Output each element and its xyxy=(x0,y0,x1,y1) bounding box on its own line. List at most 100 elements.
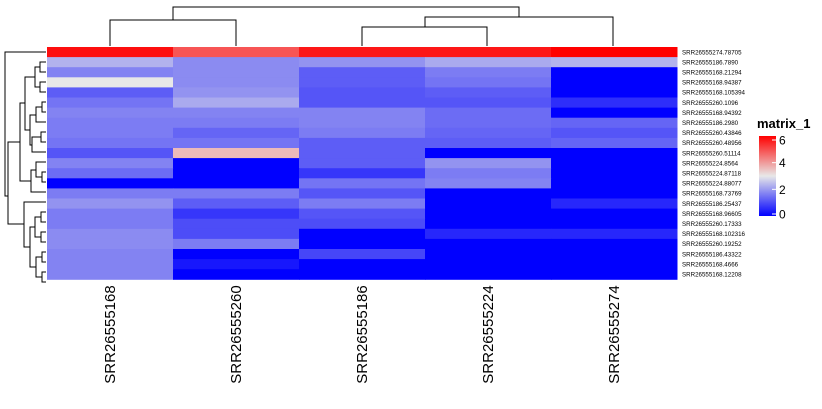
row-dendrogram-branch xyxy=(41,171,46,183)
heatmap-cell xyxy=(425,107,552,119)
row-label: SRR26555260.43846 xyxy=(682,130,742,137)
heatmap-cell xyxy=(551,238,678,250)
row-dendrogram-branch xyxy=(41,101,46,113)
heatmap-cell xyxy=(173,127,300,139)
row-label: SRR26555186.2980 xyxy=(682,120,739,127)
heatmap-cell xyxy=(551,218,678,230)
heatmap-cell xyxy=(551,47,678,58)
row-dendrogram-branch xyxy=(39,81,46,93)
heatmap-cell xyxy=(173,47,300,58)
heatmap-cell xyxy=(47,228,174,240)
heatmap-cell xyxy=(47,117,174,129)
heatmap-cell xyxy=(551,117,678,129)
heatmap-cell xyxy=(173,269,300,280)
heatmap-cell xyxy=(173,249,300,260)
row-label: SRR26555260.19252 xyxy=(682,241,742,248)
heatmap-cell xyxy=(47,198,174,210)
heatmap-cell xyxy=(551,97,678,109)
row-dendrogram-branch xyxy=(35,256,42,278)
row-label: SRR26555168.94392 xyxy=(682,110,742,117)
row-label: SRR26555186.43322 xyxy=(682,251,742,258)
heatmap-cell xyxy=(173,57,300,68)
heatmap-cell xyxy=(47,77,174,88)
heatmap-cell xyxy=(47,249,174,260)
row-dendrogram-branch xyxy=(39,61,46,73)
row-dendrogram-branch xyxy=(40,131,46,143)
heatmap-cell xyxy=(551,67,678,78)
heatmap-cell xyxy=(173,67,300,78)
heatmap-cell xyxy=(47,47,174,58)
heatmap-cell xyxy=(425,208,552,220)
column-dendrogram-branch xyxy=(361,26,488,46)
heatmap-cell xyxy=(299,77,426,88)
row-dendrogram-branch xyxy=(4,51,46,197)
column-label: SRR26555224 xyxy=(480,285,497,383)
row-label: SRR26555168.4666 xyxy=(682,261,739,268)
row-label: SRR26555260.51114 xyxy=(682,150,741,157)
heatmap-cell xyxy=(173,107,300,119)
heatmap-cell xyxy=(299,249,426,260)
heatmap-cell xyxy=(425,137,552,149)
heatmap-cell xyxy=(425,158,552,169)
column-dendrogram xyxy=(109,6,614,46)
heatmap-cell xyxy=(299,127,426,139)
row-dendrogram-branch xyxy=(7,141,24,225)
row-label: SRR26555260.1096 xyxy=(682,100,739,107)
heatmap-cell xyxy=(47,178,174,189)
heatmap-cell xyxy=(173,77,300,88)
heatmap-cell xyxy=(173,218,300,230)
column-labels: SRR26555168 SRR26555260 SRR26555186 SRR2655… xyxy=(102,285,623,383)
heatmap-cell xyxy=(47,127,174,139)
row-dendrogram-branch xyxy=(40,211,46,223)
heatmap-cells xyxy=(47,47,678,280)
row-label: SRR26555168.21294 xyxy=(682,69,742,76)
row-label: SRR26555168.102316 xyxy=(682,231,746,238)
row-label: SRR26555168.12208 xyxy=(682,271,742,278)
heatmap-cell xyxy=(299,158,426,169)
heatmap-cell xyxy=(299,238,426,250)
heatmap-cell xyxy=(425,77,552,88)
row-dendrogram-branch xyxy=(29,114,36,146)
heatmap-cell xyxy=(173,259,300,270)
row-label: SRR26555168.73769 xyxy=(682,191,742,198)
heatmap-cell xyxy=(47,57,174,68)
column-dendrogram-branch xyxy=(109,19,237,46)
row-label: SRR26555224.8564 xyxy=(682,160,739,167)
heatmap-cell xyxy=(551,228,678,240)
heatmap-cell xyxy=(551,127,678,139)
row-dendrogram-branch xyxy=(41,271,46,283)
heatmap-cell xyxy=(47,188,174,199)
heatmap-cell xyxy=(173,168,300,179)
column-dendrogram-branch xyxy=(172,6,520,20)
heatmap-cell xyxy=(551,249,678,260)
heatmap-cell xyxy=(425,218,552,230)
heatmap-cell xyxy=(299,97,426,109)
heatmap-cell xyxy=(47,218,174,230)
heatmap-cell xyxy=(47,158,174,169)
heatmap-cell xyxy=(551,168,678,179)
heatmap-cell xyxy=(299,188,426,199)
heatmap-cell xyxy=(425,269,552,280)
heatmap-cell xyxy=(299,208,426,220)
heatmap-cell xyxy=(299,168,426,179)
heatmap-cell xyxy=(551,158,678,169)
row-dendrogram-branch xyxy=(30,169,46,193)
heatmap-cell xyxy=(551,77,678,88)
heatmap-cell xyxy=(47,97,174,109)
heatmap-cell xyxy=(47,259,174,270)
heatmap-cell xyxy=(551,137,678,149)
heatmap-cell xyxy=(551,57,678,68)
heatmap-cell xyxy=(425,97,552,109)
color-legend: matrix_1 0 2 4 6 xyxy=(757,116,810,222)
heatmap-cell xyxy=(299,117,426,129)
heatmap-cell xyxy=(551,259,678,270)
row-label: SRR26555260.17333 xyxy=(682,221,742,228)
row-label: SRR26555186.25437 xyxy=(682,201,742,208)
heatmap-cell xyxy=(299,137,426,149)
heatmap-cell xyxy=(299,67,426,78)
row-label: SRR26555274.78705 xyxy=(682,49,742,56)
heatmap-cell xyxy=(173,158,300,169)
heatmap-cell xyxy=(299,269,426,280)
row-labels: SRR26555274.78705 SRR26555186.7890 SRR2655… xyxy=(682,49,746,278)
row-dendrogram-branch xyxy=(34,66,40,88)
